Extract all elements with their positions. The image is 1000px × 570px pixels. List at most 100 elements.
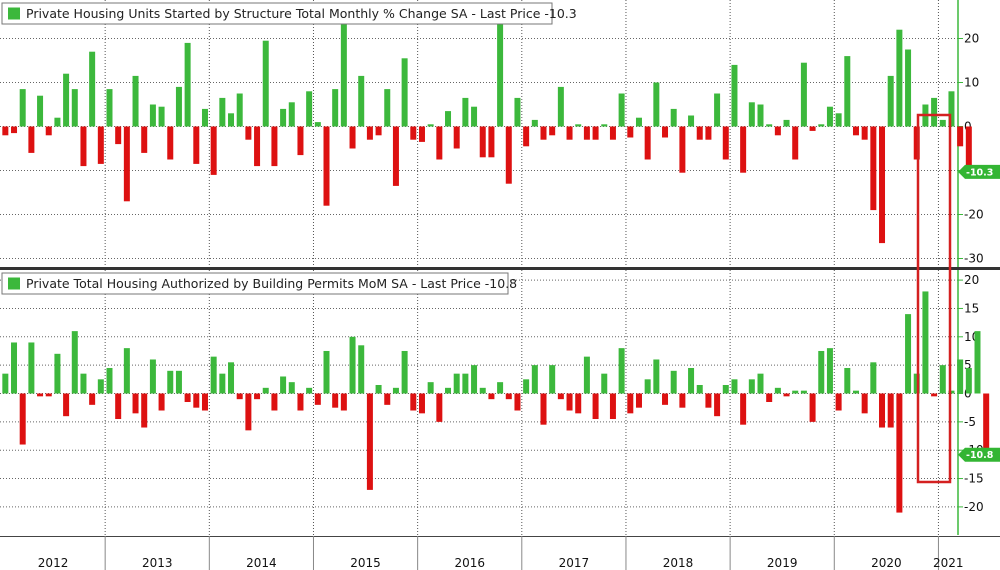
bar	[80, 126, 87, 167]
legend-swatch	[8, 7, 20, 20]
bar	[852, 390, 859, 394]
bar	[557, 86, 564, 127]
bar	[349, 336, 356, 394]
bar	[965, 126, 972, 172]
bar	[254, 393, 261, 400]
bar	[627, 126, 634, 138]
y-tick-label: 20	[964, 32, 979, 46]
bar	[609, 393, 616, 420]
bar	[271, 393, 278, 411]
bar	[497, 382, 504, 394]
y-tick-label: 5	[964, 358, 972, 372]
bar	[193, 126, 200, 164]
bar	[731, 64, 738, 127]
bar	[149, 359, 156, 394]
bar	[54, 117, 61, 127]
bar	[340, 393, 347, 411]
bar	[375, 126, 382, 136]
bar	[288, 382, 295, 394]
bar	[280, 108, 287, 127]
bar	[488, 126, 495, 158]
bar	[540, 126, 547, 140]
bar	[228, 113, 235, 127]
bar	[97, 379, 104, 394]
bar	[418, 393, 425, 414]
bar	[879, 393, 886, 428]
bar	[306, 91, 313, 127]
bar	[861, 393, 868, 414]
bar	[826, 106, 833, 127]
bar	[37, 393, 44, 397]
bar	[184, 393, 191, 403]
bar	[2, 373, 9, 394]
bar	[453, 373, 460, 394]
bar	[314, 393, 321, 405]
bar	[471, 106, 478, 127]
bar	[453, 126, 460, 149]
bar	[913, 126, 920, 160]
bar	[115, 393, 122, 420]
bar	[948, 91, 955, 127]
bar	[115, 126, 122, 145]
y-tick-label: 15	[964, 301, 979, 315]
last-price-label: -10.3	[966, 167, 993, 178]
bar	[957, 359, 964, 394]
bar	[358, 75, 365, 127]
bar	[800, 390, 807, 394]
bar	[540, 393, 547, 425]
year-label: 2012	[38, 556, 69, 570]
bar	[236, 93, 243, 127]
bar	[436, 126, 443, 160]
bar	[844, 367, 851, 394]
bar	[245, 126, 252, 140]
bar	[158, 393, 165, 411]
bar	[809, 393, 816, 422]
bar	[835, 113, 842, 127]
bar	[19, 393, 26, 445]
bar	[531, 119, 538, 127]
highlight-box	[916, 113, 952, 484]
bar	[601, 373, 608, 394]
bar	[193, 393, 200, 408]
bar	[766, 124, 773, 127]
bar	[306, 387, 313, 394]
bar	[670, 370, 677, 394]
bar	[297, 393, 304, 411]
bar	[514, 97, 521, 127]
bar	[905, 49, 912, 127]
bar	[175, 370, 182, 394]
bar	[792, 126, 799, 160]
bar	[896, 393, 903, 513]
bar	[601, 124, 608, 127]
bar	[931, 97, 938, 127]
bar	[922, 291, 929, 394]
year-label: 2019	[767, 556, 798, 570]
bar	[583, 356, 590, 394]
year-label: 2018	[663, 556, 694, 570]
bar	[184, 42, 191, 127]
bar	[54, 353, 61, 394]
bar	[297, 126, 304, 156]
bar	[141, 126, 148, 153]
bar	[757, 373, 764, 394]
bar	[523, 126, 530, 147]
bar	[566, 126, 573, 140]
bar	[766, 393, 773, 403]
bar	[818, 124, 825, 127]
bar	[45, 126, 52, 136]
chart-title-box: Private Total Housing Authorized by Buil…	[1, 272, 517, 295]
bar	[688, 115, 695, 127]
bar	[236, 393, 243, 400]
bar	[97, 126, 104, 164]
bar	[149, 104, 156, 127]
bar	[471, 365, 478, 394]
bar	[167, 370, 174, 394]
bar	[436, 393, 443, 422]
bar	[948, 390, 955, 394]
bar	[106, 89, 113, 127]
bar	[401, 58, 408, 127]
y-tick-label: -20	[964, 500, 984, 514]
year-label: 2020	[871, 556, 902, 570]
